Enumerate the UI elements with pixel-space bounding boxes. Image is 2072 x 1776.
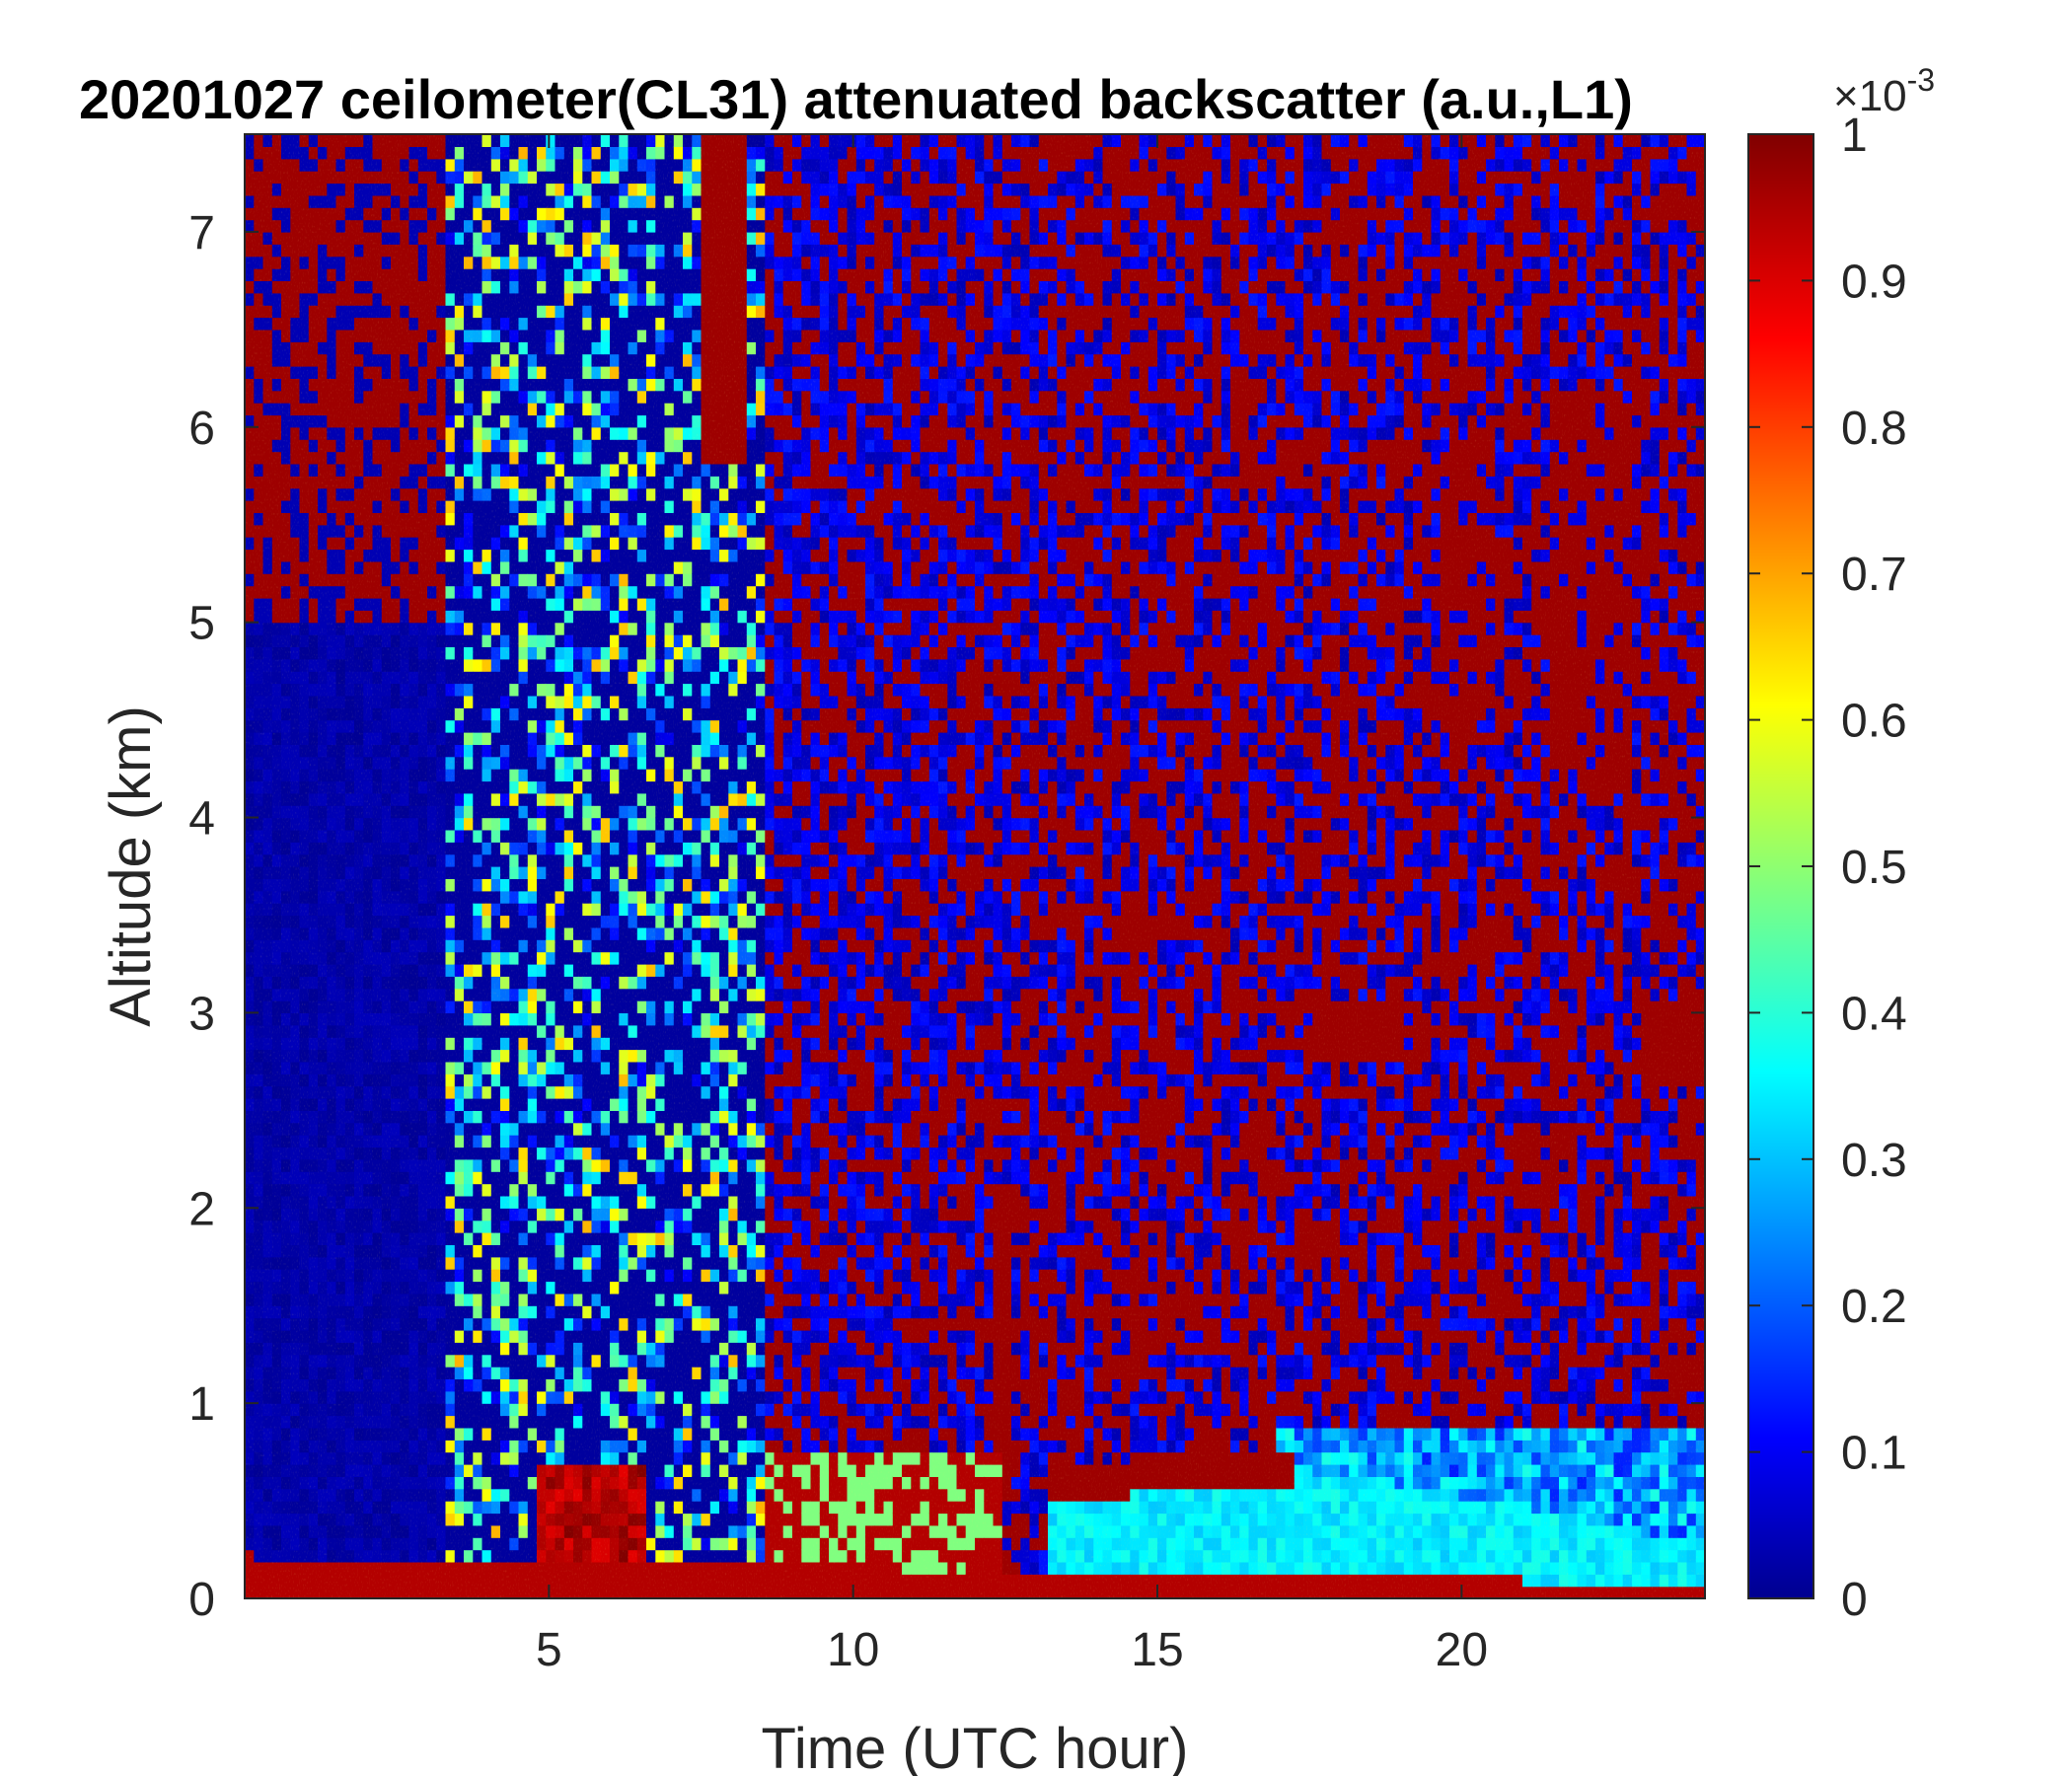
heatmap-plot-area	[245, 134, 1705, 1598]
